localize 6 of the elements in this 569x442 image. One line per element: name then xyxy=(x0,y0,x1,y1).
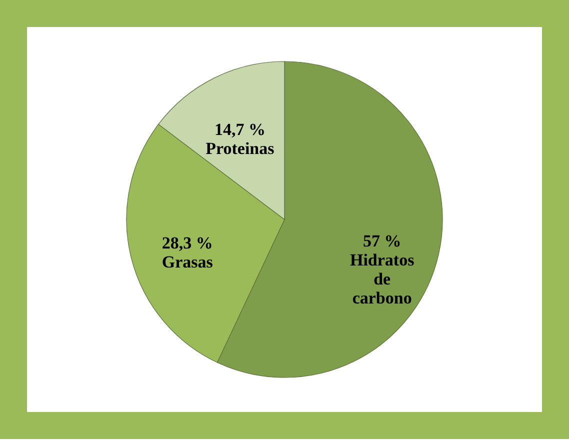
data-label: 28,3 % xyxy=(162,233,213,252)
data-label: 14,7 % xyxy=(214,120,266,139)
slice-label: Hidratos de carbono xyxy=(350,250,415,308)
slice-label: Grasas xyxy=(162,252,214,272)
data-label: 57 % xyxy=(362,231,402,250)
slice-label: Proteinas xyxy=(206,138,275,158)
